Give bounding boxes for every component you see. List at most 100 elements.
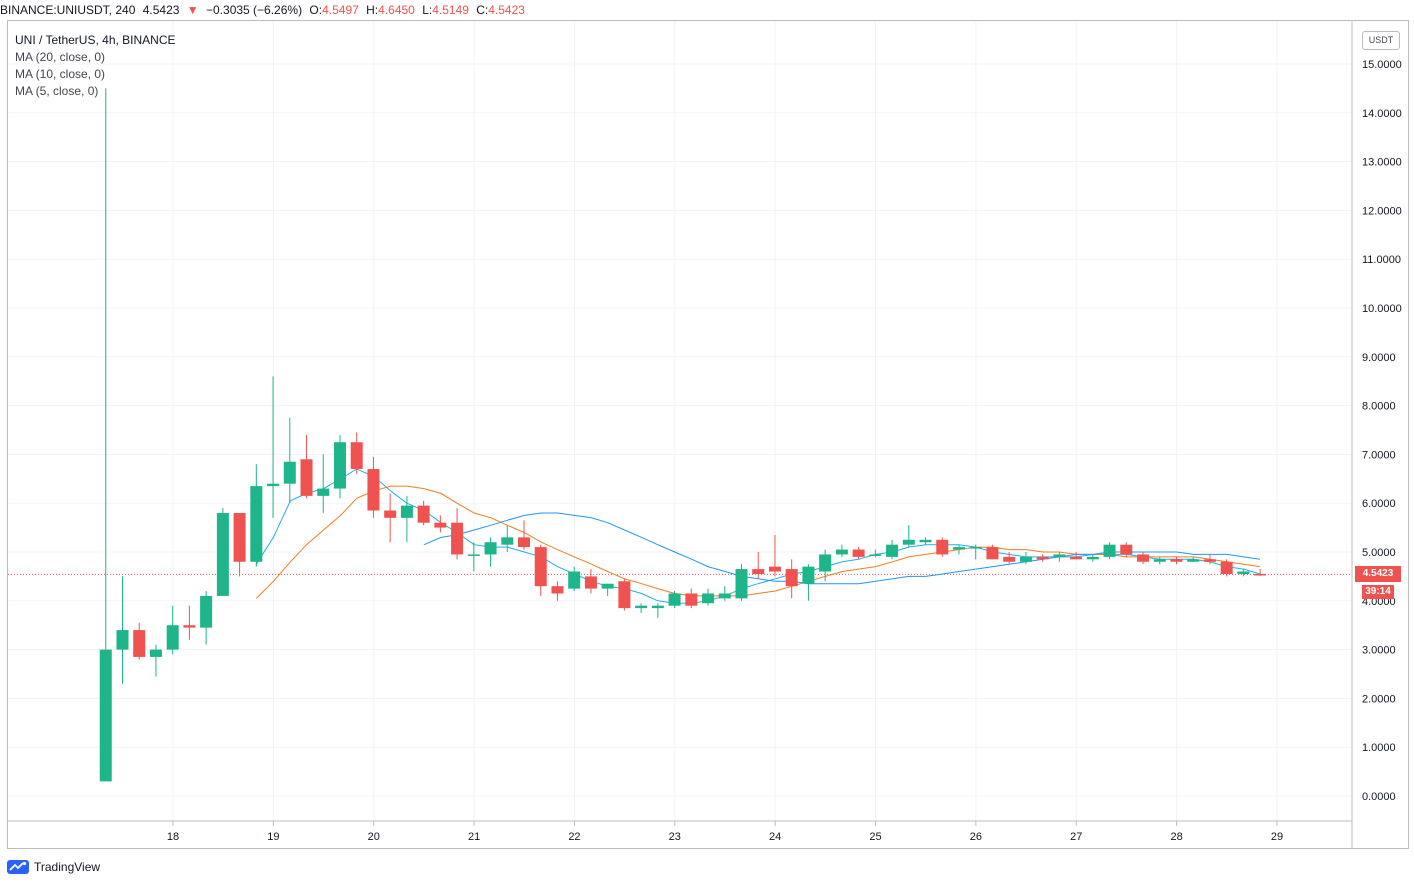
symbol-label[interactable]: BINANCE:UNIUSDT, 240 (0, 3, 136, 17)
candle-body[interactable] (267, 483, 280, 487)
tradingview-logo-icon[interactable] (7, 860, 29, 874)
candle-body[interactable] (317, 488, 330, 496)
time-tick-label: 29 (1271, 831, 1283, 843)
price-tick-label: 14.0000 (1362, 108, 1402, 120)
candle-body[interactable] (1153, 559, 1166, 562)
candle-body[interactable] (1086, 556, 1099, 560)
candle-body[interactable] (718, 593, 731, 599)
candle-body[interactable] (133, 630, 146, 657)
candle-body[interactable] (467, 554, 480, 556)
down-arrow-icon: ▼ (186, 3, 199, 17)
candle-body[interactable] (250, 486, 263, 562)
candle-body[interactable] (1120, 544, 1133, 555)
candle-body[interactable] (484, 542, 497, 555)
time-tick-label: 18 (167, 831, 179, 843)
candle-body[interactable] (819, 554, 832, 572)
candle-body[interactable] (99, 649, 112, 782)
high-value: 4.6450 (378, 3, 415, 17)
candle-body[interactable] (417, 505, 430, 523)
candle-body[interactable] (1170, 559, 1183, 562)
candle-body[interactable] (518, 537, 531, 548)
time-tick-label: 25 (869, 831, 881, 843)
candle-body[interactable] (668, 593, 681, 606)
price-tick-label: 6.0000 (1362, 498, 1396, 510)
time-tick-label: 23 (669, 831, 681, 843)
candle-body[interactable] (936, 539, 949, 555)
candle-body[interactable] (835, 549, 848, 555)
candle-body[interactable] (1003, 556, 1016, 562)
price-tick-label: 0.0000 (1362, 791, 1396, 803)
candle-body[interactable] (635, 605, 648, 609)
candle-body[interactable] (400, 505, 413, 518)
candle-body[interactable] (735, 569, 748, 599)
currency-unit-button[interactable]: USDT (1362, 31, 1400, 50)
open-label: O: (309, 3, 323, 17)
candle-body[interactable] (333, 442, 346, 489)
candle-body[interactable] (1053, 554, 1066, 557)
candle-body[interactable] (1103, 544, 1116, 557)
candle-body[interactable] (952, 547, 965, 550)
time-tick-label: 19 (267, 831, 279, 843)
low-value: 4.5149 (432, 3, 469, 17)
candle-body[interactable] (886, 544, 899, 557)
candle-body[interactable] (1237, 571, 1250, 574)
time-tick-label: 20 (368, 831, 380, 843)
candle-body[interactable] (1254, 573, 1267, 576)
candle-body[interactable] (384, 510, 397, 518)
candle-body[interactable] (283, 461, 296, 484)
candle-body[interactable] (501, 537, 514, 545)
candle-body[interactable] (183, 625, 196, 628)
candle-body[interactable] (986, 547, 999, 560)
candle-body[interactable] (1187, 559, 1200, 562)
candle-body[interactable] (752, 569, 765, 574)
tradingview-brand[interactable]: TradingView (34, 860, 101, 874)
legend-ma20[interactable]: MA (20, close, 0) (15, 50, 106, 64)
candle-body[interactable] (534, 547, 547, 587)
candle-body[interactable] (367, 469, 380, 511)
candle-body[interactable] (200, 595, 213, 628)
candle-body[interactable] (702, 593, 715, 604)
candle-body[interactable] (1203, 559, 1216, 562)
candle-body[interactable] (1019, 556, 1032, 562)
price-change: −0.3035 (−6.26%) (206, 3, 303, 17)
candle-body[interactable] (869, 554, 882, 556)
candle-body[interactable] (618, 581, 631, 609)
candle-body[interactable] (1070, 556, 1083, 560)
candle-body[interactable] (651, 605, 664, 609)
time-tick-label: 26 (970, 831, 982, 843)
candle-body[interactable] (451, 522, 464, 555)
legend-ma10[interactable]: MA (10, close, 0) (15, 67, 106, 81)
candle-body[interactable] (1220, 561, 1233, 574)
chart-frame[interactable] (7, 20, 1409, 849)
candle-body[interactable] (919, 539, 932, 543)
last-price-tag: 4.5423 (1355, 566, 1401, 582)
legend-ma5[interactable]: MA (5, close, 0) (15, 84, 99, 98)
candle-body[interactable] (216, 512, 229, 596)
candle-body[interactable] (116, 630, 129, 650)
candle-body[interactable] (233, 512, 246, 562)
candle-body[interactable] (149, 649, 162, 657)
open-value: 4.5497 (322, 3, 359, 17)
candle-body[interactable] (768, 566, 781, 572)
candle-body[interactable] (584, 576, 597, 589)
candle-body[interactable] (601, 583, 614, 589)
candle-body[interactable] (568, 571, 581, 589)
price-tick-label: 11.0000 (1362, 254, 1401, 266)
candle-body[interactable] (166, 625, 179, 650)
candle-body[interactable] (785, 569, 798, 587)
candle-body[interactable] (551, 586, 564, 594)
candle-body[interactable] (969, 547, 982, 549)
candle-body[interactable] (1137, 554, 1150, 562)
candle-body[interactable] (685, 593, 698, 606)
candle-body[interactable] (902, 539, 915, 545)
candle-body[interactable] (1036, 556, 1049, 560)
candle-body[interactable] (300, 459, 313, 496)
candle-body[interactable] (434, 522, 447, 528)
legend-title[interactable]: UNI / TetherUS, 4h, BINANCE (15, 33, 176, 47)
high-label: H: (366, 3, 379, 17)
candle-body[interactable] (852, 549, 865, 557)
candle-body[interactable] (802, 566, 815, 584)
candle-body[interactable] (350, 442, 363, 470)
axes: 15.0000 14.0000 13.0000 12.0000 11.0000 10.00… (8, 21, 1402, 848)
